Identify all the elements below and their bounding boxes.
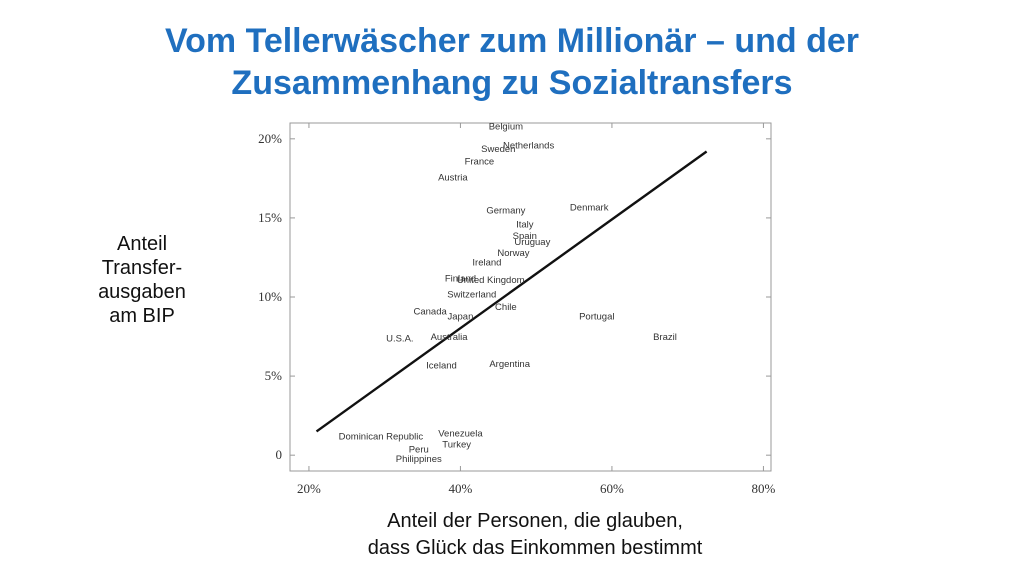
y-tick-label: 10%: [258, 289, 282, 304]
slide-title: Vom Tellerwäscher zum Millionär – und de…: [0, 20, 1024, 104]
data-point-label: Dominican Republic: [339, 432, 424, 443]
data-point-label: Germany: [486, 206, 525, 217]
data-point-label: Austria: [438, 172, 468, 183]
data-point-label: Philippines: [396, 454, 442, 465]
x-tick-label: 80%: [752, 481, 776, 496]
plot-frame: [289, 122, 772, 472]
x-tick-label: 20%: [297, 481, 321, 496]
y-axis-caption-line-1: Anteil: [116, 233, 168, 255]
data-point-label: Netherlands: [503, 141, 554, 152]
x-axis-caption-line-2: dass Glück das Einkommen bestimmt: [367, 537, 703, 559]
data-point-label: Peru: [409, 444, 429, 455]
data-point-label: Uruguay: [514, 237, 550, 248]
y-tick-label: 5%: [265, 368, 283, 383]
slide-title-line-2: Zusammenhang zu Sozialtransfers: [231, 64, 793, 102]
data-point-label: Canada: [413, 307, 447, 318]
data-point-label: France: [465, 156, 495, 167]
data-point-label: United Kingdom: [457, 275, 525, 286]
data-point-label: Italy: [516, 220, 534, 231]
data-point-label: Belgium: [489, 122, 523, 133]
slide-title-line-1: Vom Tellerwäscher zum Millionär – und de…: [164, 22, 859, 60]
trend-layer: [315, 150, 708, 433]
x-axis-caption: Anteil der Personen, die glauben, dass G…: [300, 508, 770, 562]
y-axis-caption-line-2: Transfer-: [101, 257, 183, 279]
data-point-label: Japan: [447, 311, 473, 322]
x-axis-caption-line-1: Anteil der Personen, die glauben,: [387, 510, 683, 532]
data-point-label: Denmark: [570, 202, 609, 213]
data-point-label: Finland: [445, 274, 476, 285]
y-tick-label: 15%: [258, 210, 282, 225]
data-point-label: Chile: [495, 302, 517, 313]
y-axis-caption-line-3: ausgaben: [98, 281, 186, 303]
trend-line: [315, 150, 708, 433]
x-tick-label: 60%: [600, 481, 624, 496]
y-tick-label: 0: [276, 447, 283, 462]
y-axis-caption: Anteil Transfer- ausgaben am BIP: [80, 232, 204, 328]
data-point-label: Ireland: [472, 258, 501, 269]
x-tick-label: 40%: [449, 481, 473, 496]
data-point-label: Norway: [497, 248, 529, 259]
data-point-label: Switzerland: [447, 289, 496, 300]
y-axis-caption-line-4: am BIP: [109, 305, 175, 327]
data-point-label: U.S.A.: [386, 334, 413, 345]
data-point-label: Brazil: [653, 332, 677, 343]
data-point-label: Argentina: [489, 359, 530, 370]
y-tick-label: 20%: [258, 131, 282, 146]
data-point-label: Venezuela: [438, 429, 483, 440]
data-point-label: Spain: [513, 231, 537, 242]
data-point-label: Portugal: [579, 311, 614, 322]
data-point-label: Australia: [431, 332, 469, 343]
data-point-label: Iceland: [426, 361, 457, 372]
data-point-label: Sweden: [481, 144, 515, 155]
axes-layer: 0 5% 10% 15% 20% 20% 40% 60% 80%: [258, 123, 776, 496]
data-point-label: Turkey: [442, 440, 471, 451]
